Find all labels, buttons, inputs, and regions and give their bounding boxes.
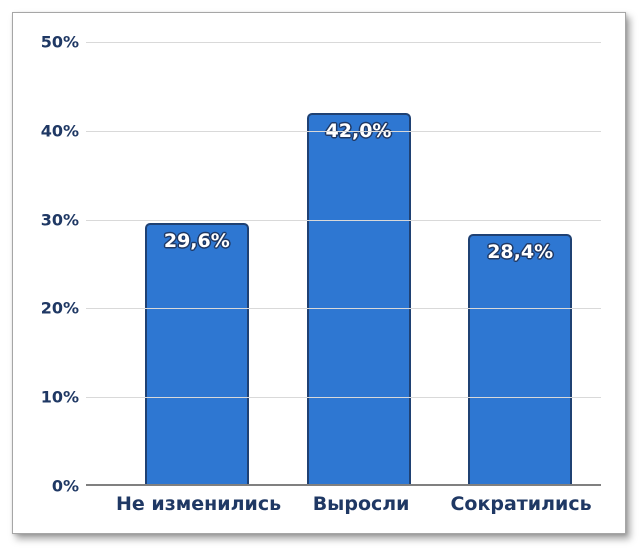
- x-category-label: Выросли: [312, 493, 410, 515]
- gridline: [86, 130, 601, 132]
- x-axis-labels: Не изменились Выросли Сократились: [116, 493, 601, 515]
- bar-slot: 29,6%: [116, 42, 278, 486]
- y-axis: 0% 10% 20% 30% 40% 50%: [13, 33, 79, 496]
- bar-slot: 42,0%: [278, 42, 440, 486]
- bar-value-label: 29,6%: [163, 230, 230, 253]
- gridline: [86, 219, 601, 221]
- y-tick-label: 40%: [40, 121, 79, 141]
- bars-row: 29,6% 42,0% 28,4%: [116, 42, 601, 486]
- x-axis-line: [86, 484, 601, 486]
- y-tick-label: 0%: [51, 476, 79, 496]
- chart-card: 0% 10% 20% 30% 40% 50% 29,6% 42,0% 28,4% Не изм…: [12, 12, 626, 534]
- bar-slot: 28,4%: [439, 42, 601, 486]
- bar-value-label: 28,4%: [487, 240, 554, 263]
- gridline: [86, 308, 601, 310]
- bar-3: 28,4%: [468, 233, 573, 486]
- bar-2: 42,0%: [306, 113, 411, 486]
- plot-area: 29,6% 42,0% 28,4%: [86, 42, 601, 486]
- gridline: [86, 42, 601, 43]
- y-tick-label: 20%: [40, 298, 79, 318]
- gridline: [86, 397, 601, 399]
- y-tick-label: 30%: [40, 210, 79, 230]
- x-category-label: Сократились: [450, 493, 592, 515]
- y-tick-label: 50%: [40, 32, 79, 52]
- x-category-label: Не изменились: [116, 493, 282, 515]
- bar-1: 29,6%: [144, 223, 249, 486]
- y-tick-label: 10%: [40, 387, 79, 407]
